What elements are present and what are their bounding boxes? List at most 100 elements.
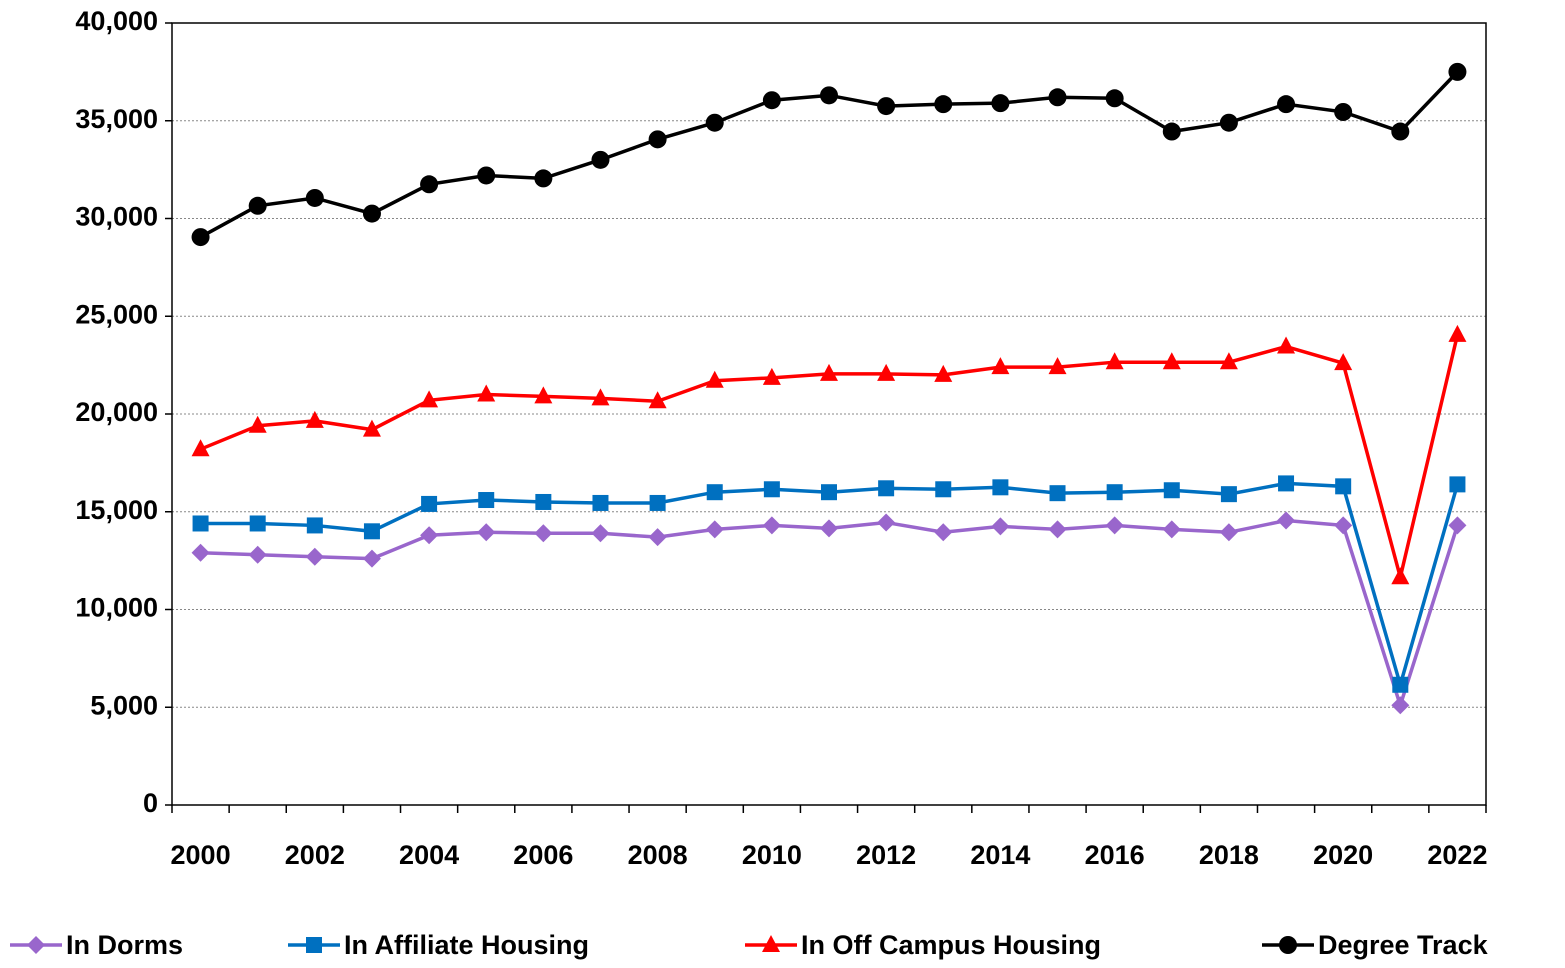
- y-tick-label: 30,000: [75, 202, 158, 232]
- marker: [191, 439, 210, 457]
- y-tick-label: 0: [143, 788, 158, 818]
- marker: [306, 517, 323, 534]
- marker: [192, 515, 209, 532]
- marker: [821, 484, 837, 501]
- marker: [591, 388, 610, 406]
- marker: [1448, 516, 1467, 535]
- x-tick-label: 2006: [513, 840, 573, 870]
- marker: [1220, 486, 1237, 503]
- marker: [420, 526, 439, 545]
- marker: [1335, 478, 1352, 495]
- marker: [820, 519, 838, 538]
- marker: [362, 204, 381, 223]
- marker: [648, 528, 667, 547]
- marker: [248, 415, 267, 433]
- marker: [477, 166, 496, 185]
- marker: [1219, 113, 1238, 132]
- legend-marker: [27, 936, 45, 954]
- legend-label: Degree Track: [1318, 930, 1489, 960]
- marker: [820, 363, 838, 381]
- plot-frame: [171, 22, 1487, 806]
- marker: [705, 370, 724, 388]
- marker: [1162, 352, 1181, 370]
- marker: [1391, 122, 1410, 141]
- marker: [762, 91, 781, 110]
- marker: [1277, 511, 1296, 530]
- marker: [1106, 484, 1123, 501]
- marker: [1278, 475, 1295, 492]
- x-tick-label: 2010: [742, 840, 802, 870]
- x-tick-label: 2016: [1085, 840, 1145, 870]
- marker: [591, 150, 610, 169]
- marker: [877, 97, 896, 116]
- marker: [706, 484, 723, 501]
- marker: [1163, 482, 1180, 499]
- marker: [1391, 567, 1410, 585]
- marker: [592, 494, 609, 511]
- legend-label: In Dorms: [66, 930, 183, 960]
- marker: [1334, 102, 1353, 121]
- x-tick-label: 2008: [628, 840, 688, 870]
- marker: [820, 86, 838, 105]
- marker: [1448, 324, 1467, 342]
- legend-label: In Off Campus Housing: [801, 930, 1101, 960]
- marker: [535, 493, 552, 510]
- marker: [305, 410, 324, 428]
- marker: [305, 547, 324, 566]
- marker: [362, 419, 381, 437]
- marker: [1048, 88, 1067, 107]
- marker: [1162, 122, 1181, 141]
- x-tick-label: 2000: [171, 840, 231, 870]
- legend-marker: [762, 935, 780, 952]
- marker: [534, 386, 553, 404]
- marker: [992, 479, 1009, 496]
- marker: [1049, 485, 1066, 502]
- marker: [1105, 89, 1124, 108]
- y-tick-label: 20,000: [75, 397, 158, 427]
- marker: [1162, 520, 1181, 539]
- legend-marker: [306, 937, 322, 953]
- marker: [762, 516, 781, 535]
- marker: [191, 543, 210, 562]
- marker: [362, 549, 381, 568]
- marker: [1105, 352, 1124, 370]
- marker: [935, 481, 952, 498]
- marker: [762, 367, 781, 385]
- marker: [1048, 520, 1067, 539]
- marker: [1392, 676, 1409, 693]
- y-tick-label: 40,000: [75, 6, 158, 36]
- marker: [1105, 516, 1124, 535]
- marker: [249, 515, 266, 532]
- y-tick-label: 15,000: [75, 495, 158, 525]
- marker: [1448, 62, 1467, 81]
- marker: [991, 94, 1010, 113]
- marker: [477, 384, 496, 402]
- x-tick-label: 2022: [1427, 840, 1487, 870]
- legend-label: In Affiliate Housing: [344, 930, 589, 960]
- y-tick-label: 5,000: [90, 690, 158, 720]
- marker: [420, 175, 439, 194]
- y-tick-label: 10,000: [75, 593, 158, 623]
- marker: [934, 95, 953, 114]
- marker: [991, 357, 1010, 375]
- marker: [305, 188, 324, 207]
- y-tick-label: 25,000: [75, 299, 158, 329]
- series-line: [200, 481, 1460, 692]
- marker: [705, 520, 724, 539]
- x-tick-label: 2004: [399, 840, 459, 870]
- x-tick-label: 2014: [970, 840, 1030, 870]
- marker: [991, 517, 1010, 536]
- marker: [878, 480, 895, 497]
- marker: [420, 390, 439, 408]
- marker: [1277, 336, 1296, 354]
- marker: [1334, 516, 1353, 535]
- marker: [648, 130, 667, 149]
- marker: [421, 495, 438, 512]
- x-tick-label: 2020: [1313, 840, 1373, 870]
- marker: [591, 524, 610, 543]
- marker: [934, 523, 953, 542]
- marker: [248, 196, 267, 215]
- marker: [648, 391, 667, 409]
- marker: [649, 494, 666, 511]
